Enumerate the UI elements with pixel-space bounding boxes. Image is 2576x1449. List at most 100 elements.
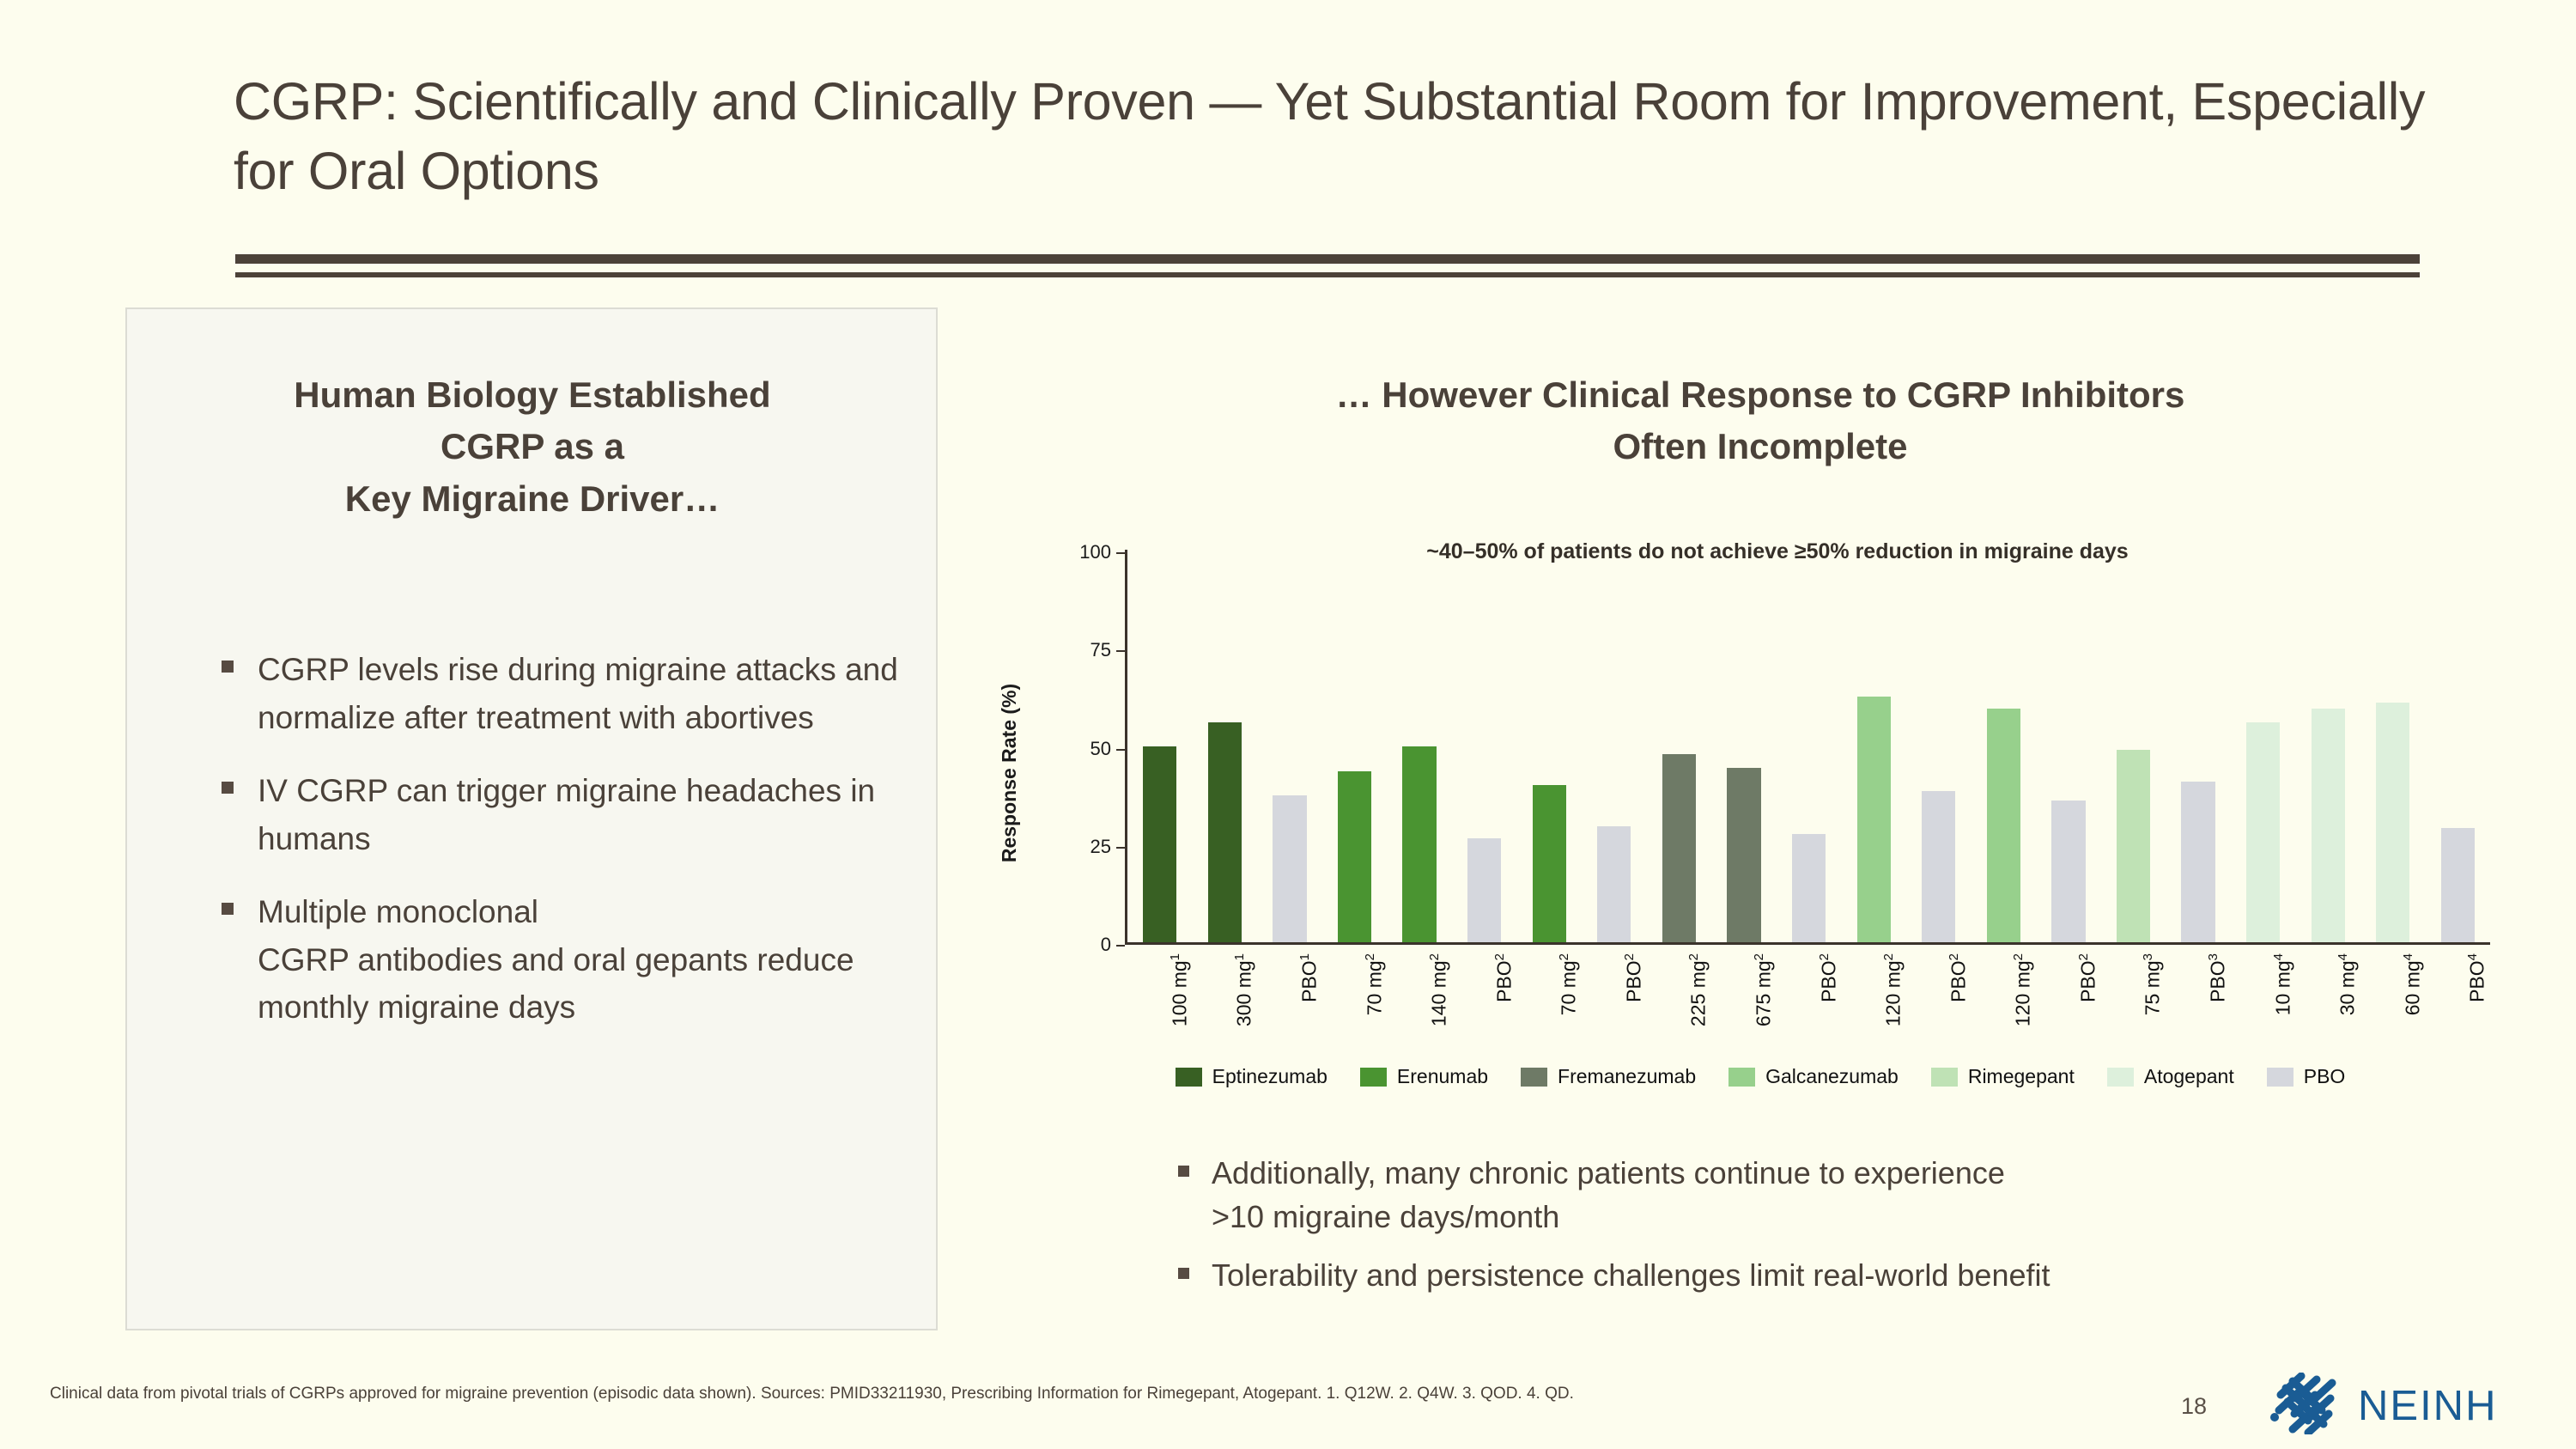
list-item: Multiple monoclonal CGRP antibodies and … (222, 888, 900, 1032)
chart-bar (2311, 709, 2345, 942)
list-item-text: Additionally, many chronic patients cont… (1212, 1155, 2005, 1235)
x-axis-tick-label: 70 mg2 (1322, 953, 1388, 1065)
x-axis-tick-label-text: PBO2 (2075, 953, 2099, 1002)
chart-plot-area: 0 25 50 75 100 (1079, 541, 2490, 955)
chart-bar (1856, 697, 1891, 942)
x-axis-tick-label: PBO2 (1582, 953, 1647, 1065)
x-axis-tick-label-text: PBO2 (1621, 953, 1645, 1002)
x-axis-tick-label-text: PBO2 (1492, 953, 1516, 1002)
legend-item[interactable]: Erenumab (1359, 1065, 1488, 1088)
legend-swatch-icon (1728, 1067, 1756, 1087)
bar-slot (1387, 550, 1452, 942)
legend-swatch-icon (1521, 1067, 1548, 1087)
list-item-text: Tolerability and persistence challenges … (1212, 1257, 2050, 1293)
brand-name: NEINH (2358, 1382, 2498, 1429)
bar-slot (1127, 550, 1193, 942)
legend-item[interactable]: Rimegepant (1930, 1065, 2075, 1088)
footnote-text: Clinical data from pivotal trials of CGR… (50, 1385, 1574, 1403)
y-axis-tick-mark (1116, 650, 1125, 653)
list-item: Tolerability and persistence challenges … (1178, 1253, 2423, 1297)
x-axis-tick-label-text: 120 mg2 (1881, 953, 1905, 1027)
x-axis-tick-label: 675 mg2 (1711, 953, 1777, 1065)
x-axis-tick-label-text: PBO3 (2206, 953, 2229, 1002)
x-axis-tick-label-text: 140 mg2 (1427, 953, 1450, 1027)
x-axis-tick-label-text: 675 mg2 (1751, 953, 1775, 1027)
brand-logo: NEINH (2267, 1372, 2498, 1439)
bar-slot (1906, 550, 1971, 942)
right-panel-heading: … However Clinical Response to CGRP Inhi… (1116, 369, 2404, 472)
left-panel-heading-line-1: Human Biology Established (294, 374, 771, 415)
chart-bars (1127, 550, 2490, 942)
legend-swatch-icon (1175, 1067, 1202, 1087)
x-axis-tick-label-text: 225 mg2 (1686, 953, 1710, 1027)
bar-slot (2295, 550, 2360, 942)
x-axis-tick-label: 60 mg4 (2360, 953, 2426, 1065)
legend-item[interactable]: Eptinezumab (1175, 1065, 1327, 1088)
x-axis-tick-label-text: 70 mg2 (1557, 953, 1580, 1016)
legend-label: Fremanezumab (1558, 1065, 1697, 1087)
x-axis-tick-label-text: 300 mg1 (1232, 953, 1256, 1027)
left-content-panel (125, 307, 938, 1330)
chart-bar (1467, 837, 1502, 942)
x-axis-tick-label-text: PBO2 (1816, 953, 1840, 1002)
x-axis-tick-label-text: PBO4 (2465, 953, 2488, 1002)
bullet-square-icon (222, 782, 234, 794)
legend-item[interactable]: Galcanezumab (1728, 1065, 1899, 1088)
bar-slot (1777, 550, 1842, 942)
list-item: Additionally, many chronic patients cont… (1178, 1151, 2423, 1239)
x-axis-tick-label-text: 75 mg3 (2141, 953, 2165, 1016)
bar-slot (1257, 550, 1322, 942)
x-axis-line (1125, 942, 2490, 945)
chart-bar (1922, 791, 1956, 942)
list-item-text: Multiple monoclonal CGRP antibodies and … (258, 894, 854, 1025)
y-axis-tick-label: 0 (1100, 934, 1111, 955)
left-panel-heading: Human Biology Established CGRP as a Key … (163, 369, 902, 525)
bar-slot (2426, 550, 2491, 942)
y-axis-tick-label: 50 (1090, 737, 1111, 759)
legend-item[interactable]: Atogepant (2106, 1065, 2234, 1088)
chart-bar (2440, 828, 2475, 942)
x-axis-tick-label-text: PBO2 (1946, 953, 1970, 1002)
y-axis-tick-label: 100 (1079, 541, 1111, 563)
x-axis-tick-label: 75 mg3 (2101, 953, 2166, 1065)
chart-bar (2181, 781, 2215, 942)
x-axis-tick-label: 300 mg1 (1193, 953, 1258, 1065)
x-axis-tick-label: 120 mg2 (1841, 953, 1906, 1065)
list-item-text: IV CGRP can trigger migraine headaches i… (258, 773, 876, 856)
bar-slot (1971, 550, 2037, 942)
legend-swatch-icon (1359, 1067, 1387, 1087)
x-axis-tick-label-text: 10 mg4 (2270, 953, 2294, 1016)
title-divider-thick (235, 254, 2420, 264)
legend-label: Rimegepant (1967, 1065, 2075, 1087)
chart-title: ~40–50% of patients do not achieve ≥50% … (1426, 539, 2129, 563)
chart-bar (2051, 801, 2086, 942)
legend-label: Atogepant (2143, 1065, 2234, 1087)
chart-bar (1727, 767, 1761, 942)
right-panel-heading-line-2: Often Incomplete (1613, 425, 1908, 466)
bar-slot (1711, 550, 1777, 942)
chart-legend: Eptinezumab Erenumab Fremanezumab Galcanezu… (1013, 1065, 2507, 1088)
bar-slot (1193, 550, 1258, 942)
legend-item[interactable]: PBO (2266, 1065, 2345, 1088)
bar-slot (2166, 550, 2231, 942)
y-axis-tick-mark (1116, 945, 1125, 947)
x-axis-tick-label: 140 mg2 (1387, 953, 1452, 1065)
chart-bar (1337, 771, 1372, 942)
x-axis-tick-label: PBO2 (2036, 953, 2101, 1065)
x-axis-tick-label: 30 mg4 (2295, 953, 2360, 1065)
x-axis-tick-label: PBO4 (2426, 953, 2491, 1065)
legend-swatch-icon (2106, 1067, 2134, 1087)
bar-slot (1841, 550, 1906, 942)
x-axis-tick-label-text: 30 mg4 (2336, 953, 2359, 1016)
x-axis-tick-label-text: 60 mg4 (2400, 953, 2424, 1016)
bullet-square-icon (1178, 1166, 1189, 1177)
page-title: CGRP: Scientifically and Clinically Prov… (234, 72, 2426, 200)
chart-bar (1986, 709, 2020, 942)
x-axis-tick-label: 70 mg2 (1516, 953, 1582, 1065)
y-axis-label: Response Rate (%) (998, 683, 1020, 863)
legend-item[interactable]: Fremanezumab (1521, 1065, 1696, 1088)
bar-slot (1516, 550, 1582, 942)
bar-slot (2101, 550, 2166, 942)
x-axis-tick-label: PBO2 (1906, 953, 1971, 1065)
bar-slot (1647, 550, 1712, 942)
